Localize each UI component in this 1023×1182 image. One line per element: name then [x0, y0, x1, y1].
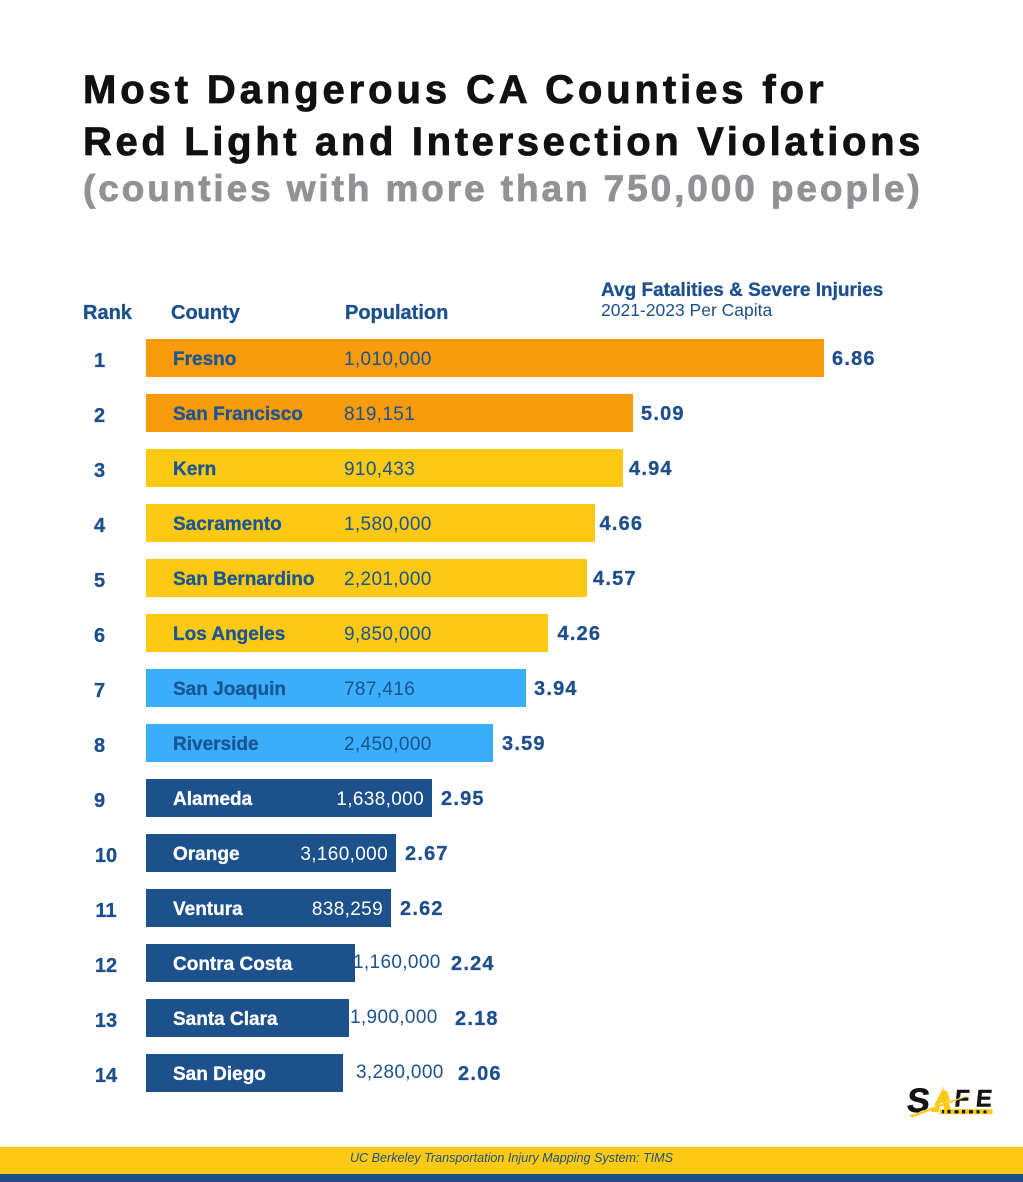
svg-text:S: S: [905, 1082, 932, 1120]
svg-text:F: F: [953, 1085, 970, 1112]
svg-text:E: E: [975, 1085, 994, 1112]
